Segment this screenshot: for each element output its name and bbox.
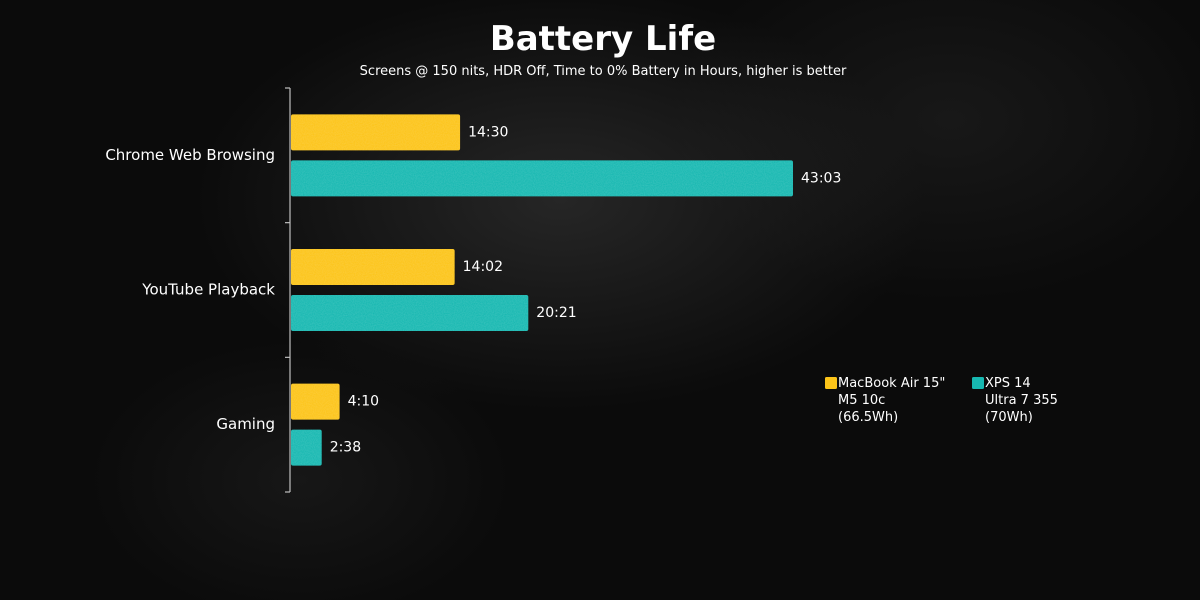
bar-texture [291, 249, 455, 285]
legend-label: (70Wh) [985, 410, 1033, 425]
data-label: 4:10 [348, 394, 379, 410]
category-label: YouTube Playback [141, 281, 275, 299]
category-label: Chrome Web Browsing [105, 146, 275, 164]
bars [291, 114, 793, 466]
legend-swatch [825, 377, 837, 389]
data-label: 2:38 [330, 440, 361, 456]
bar-texture [291, 295, 529, 331]
category-label: Gaming [216, 415, 275, 433]
chart-subtitle: Screens @ 150 nits, HDR Off, Time to 0% … [360, 64, 847, 79]
category-axis [285, 87, 291, 493]
bar-texture [291, 429, 322, 466]
category-labels: Chrome Web Browsing YouTube Playback Gamin… [105, 146, 275, 433]
bar-texture [291, 383, 340, 420]
bar-texture [291, 114, 461, 151]
value-labels: 14:30 43:03 14:02 20:21 4:10 2:38 [330, 124, 842, 455]
bar-texture [291, 160, 793, 197]
chart-title: Battery Life [490, 19, 716, 59]
data-label: 14:30 [468, 124, 508, 140]
legend-label: MacBook Air 15" [838, 376, 945, 391]
legend: MacBook Air 15" M5 10c (66.5Wh) XPS 14 Ultra… [825, 376, 1058, 425]
legend-swatch [972, 377, 984, 389]
data-label: 14:02 [463, 259, 503, 275]
legend-label: XPS 14 [985, 376, 1031, 391]
data-label: 20:21 [536, 305, 576, 321]
legend-label: (66.5Wh) [838, 410, 898, 425]
data-label: 43:03 [801, 170, 841, 186]
legend-label: Ultra 7 355 [985, 393, 1058, 408]
legend-label: M5 10c [838, 393, 885, 408]
